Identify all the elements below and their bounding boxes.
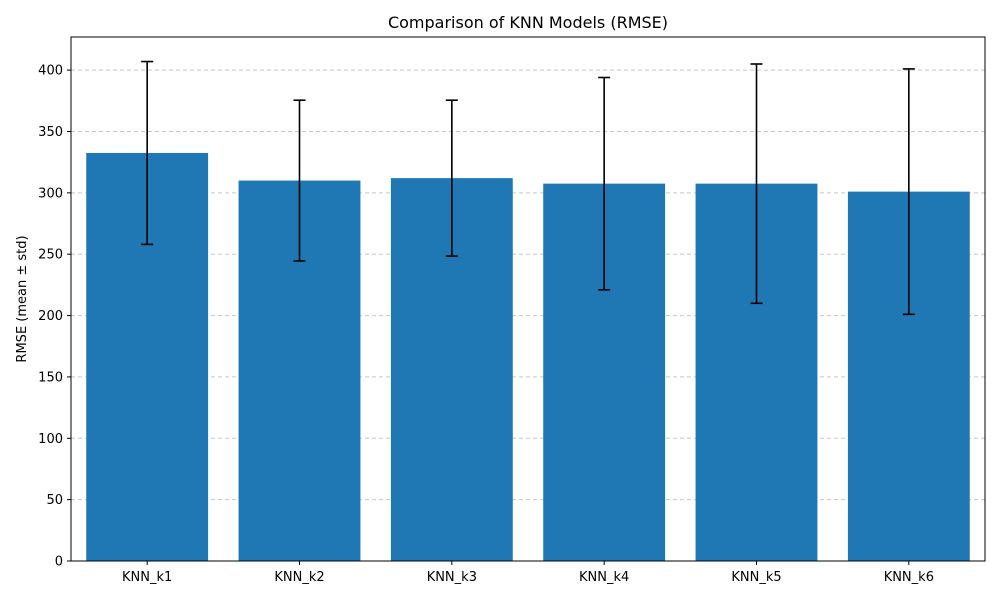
error-bar-KNN_k3 (445, 99, 458, 257)
y-tick-label: 100 (38, 432, 63, 447)
y-tick-label: 250 (38, 248, 63, 263)
y-tick-label: 150 (38, 370, 63, 385)
x-tick-label: KNN_k5 (731, 570, 781, 585)
x-tick-label: KNN_k2 (274, 570, 324, 585)
y-tick-label: 200 (38, 309, 63, 324)
error-bars (141, 60, 915, 316)
error-bar-KNN_k6 (902, 68, 915, 316)
error-bar-KNN_k4 (598, 76, 611, 291)
y-tick-label: 50 (46, 493, 63, 508)
x-tick-label: KNN_k3 (427, 570, 477, 585)
x-tick-label: KNN_k4 (579, 570, 629, 585)
chart-title: Comparison of KNN Models (RMSE) (388, 13, 668, 32)
x-tick-label: KNN_k1 (122, 570, 172, 585)
y-tick-label: 400 (38, 64, 63, 79)
y-tick-label: 300 (38, 186, 63, 201)
error-bar-KNN_k2 (293, 99, 306, 262)
y-axis-title: RMSE (mean ± std) (15, 235, 30, 362)
y-axis-ticks: 0 50 100 150 200 250 300 350 400 (38, 64, 71, 570)
y-tick-label: 350 (38, 125, 63, 140)
x-axis-ticks: KNN_k1 KNN_k2 KNN_k3 KNN_k4 KNN_k5 KNN_k6 (122, 561, 934, 585)
y-tick-label: 0 (55, 555, 63, 570)
plot-frame (70, 36, 986, 562)
gridlines (71, 69, 985, 501)
error-bar-KNN_k1 (141, 60, 154, 246)
error-bar-KNN_k5 (750, 63, 763, 305)
x-tick-label: KNN_k6 (884, 570, 934, 585)
